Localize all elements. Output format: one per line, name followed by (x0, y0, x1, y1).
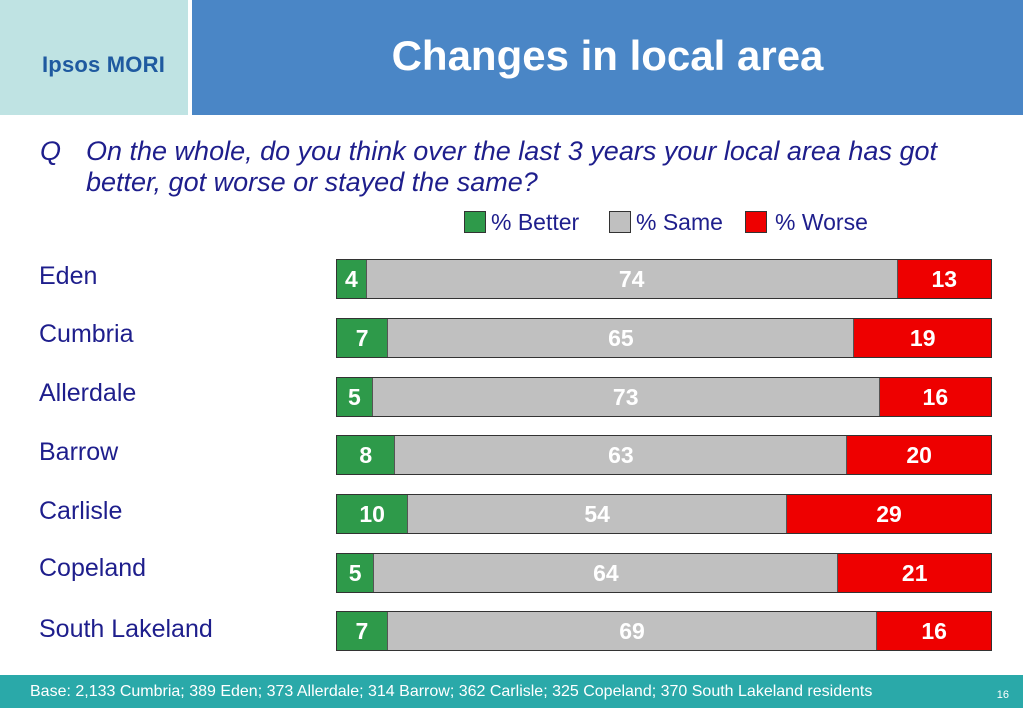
bar-segment-better: 10 (337, 495, 408, 533)
row-label-south-lakeland: South Lakeland (39, 615, 213, 643)
data-label: 74 (618, 265, 645, 292)
bar-segment-better: 7 (337, 319, 388, 357)
data-label: 65 (608, 324, 634, 351)
bar-segment-same: 63 (394, 436, 848, 474)
data-label: 5 (347, 383, 361, 410)
title-bar: Changes in local area (192, 0, 1023, 115)
bar-row-carlisle: 10 54 29 (336, 494, 992, 534)
bar-segment-better: 4 (337, 260, 366, 298)
data-label: 5 (348, 559, 362, 586)
row-label-cumbria: Cumbria (39, 320, 134, 348)
row-label-copeland: Copeland (39, 554, 147, 582)
data-label: 63 (608, 441, 634, 468)
bar-segment-worse: 21 (838, 554, 991, 592)
bar-segment-better: 8 (337, 436, 395, 474)
bar-segment-same: 73 (371, 378, 880, 416)
legend-label-worse: % Worse (775, 209, 868, 235)
bar-segment-same: 54 (407, 495, 788, 533)
data-label: 64 (593, 559, 619, 586)
legend-swatch-better (464, 211, 486, 233)
bar-row-copeland: 5 64 21 (336, 553, 992, 593)
data-label: 73 (612, 383, 639, 410)
bar-segment-same: 69 (386, 612, 878, 650)
row-label-carlisle: Carlisle (39, 497, 123, 525)
page-number: 16 (996, 689, 1009, 701)
data-label: 4 (344, 265, 358, 292)
data-label: 7 (355, 617, 369, 644)
bar-segment-worse: 20 (847, 436, 991, 474)
data-label: 13 (931, 265, 958, 292)
bar-segment-worse: 16 (877, 612, 991, 650)
bar-row-south-lakeland: 7 69 16 (336, 611, 992, 651)
bar-row-barrow: 8 63 20 (336, 435, 992, 475)
bar-segment-better: 7 (337, 612, 387, 650)
legend-swatch-worse (745, 211, 767, 233)
data-label: 16 (922, 383, 949, 410)
data-label: 54 (584, 500, 610, 527)
data-label: 29 (876, 500, 902, 527)
page-title: Changes in local area (391, 32, 824, 79)
bar-row-allerdale: 5 73 16 (336, 377, 992, 417)
data-label: 21 (901, 559, 928, 586)
row-label-barrow: Barrow (39, 438, 119, 466)
data-label: 16 (921, 617, 947, 644)
bar-segment-better: 5 (337, 378, 372, 416)
legend-label-same: % Same (636, 209, 723, 235)
logo: Ipsos MORI (42, 52, 166, 77)
bar-segment-worse: 29 (787, 495, 991, 533)
bar-row-cumbria: 7 65 19 (336, 318, 992, 358)
bar-segment-worse: 19 (854, 319, 991, 357)
bar-segment-worse: 13 (897, 260, 991, 298)
logo-panel: Ipsos MORI (0, 0, 188, 115)
bar-segment-same: 65 (387, 319, 855, 357)
legend-swatch-same (609, 211, 631, 233)
footer: Base: 2,133 Cumbria; 389 Eden; 373 Aller… (0, 675, 1023, 708)
question-text: On the whole, do you think over the last… (86, 136, 937, 197)
data-label: 10 (359, 500, 385, 527)
bar-segment-worse: 16 (879, 378, 991, 416)
data-label: 7 (355, 324, 369, 351)
bar-row-eden: 4 74 13 (336, 259, 992, 299)
data-label: 69 (619, 617, 645, 644)
bar-segment-same: 74 (365, 260, 898, 298)
row-label-allerdale: Allerdale (39, 379, 137, 407)
data-label: 19 (909, 324, 936, 351)
base-note: Base: 2,133 Cumbria; 389 Eden; 373 Aller… (30, 683, 873, 700)
bar-segment-same: 64 (373, 554, 839, 592)
legend-label-better: % Better (491, 209, 580, 235)
row-label-eden: Eden (39, 262, 98, 290)
data-label: 8 (359, 441, 373, 468)
question-label: Q (40, 136, 62, 166)
data-label: 20 (906, 441, 932, 468)
bar-segment-better: 5 (337, 554, 374, 592)
